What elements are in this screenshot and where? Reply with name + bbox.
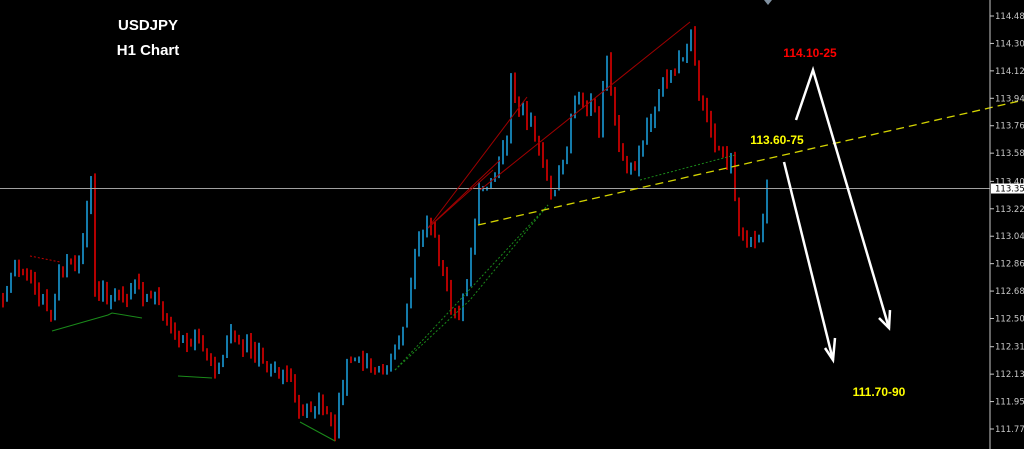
forecast-arrows: [782, 65, 892, 364]
axis-tick-label: 113.765: [995, 122, 1024, 132]
trendline-dashed: [477, 99, 1024, 226]
green-line: [177, 375, 213, 379]
bars-layer: [2, 26, 768, 442]
axis-tick-label: 112.135: [995, 370, 1024, 380]
current-price-label: 113.353: [995, 185, 1024, 195]
axis-tick-label: 112.315: [995, 343, 1024, 353]
axis-tick-label: 113.400: [995, 177, 1024, 187]
arrow-head-icon: [878, 309, 892, 331]
green-dotted-line: [639, 154, 736, 181]
axis-tick-label: 113.945: [995, 94, 1024, 104]
green-dotted-line: [394, 204, 549, 371]
axis-tick-label: 113.585: [995, 149, 1024, 159]
resistance-label: 113.60-75: [750, 133, 804, 147]
target-low-label: 111.70-90: [852, 385, 906, 399]
red-dotted-line: [29, 255, 61, 263]
axis-tick-label: 111.775: [995, 425, 1024, 435]
green-line: [299, 421, 336, 442]
arrow-up-then-down: [794, 65, 891, 329]
axis-tick-label: 114.305: [995, 39, 1024, 49]
current-price-box: [991, 183, 1024, 194]
axis-tick-label: 114.485: [995, 12, 1024, 22]
axis-tick-label: 113.040: [995, 232, 1024, 242]
target-high-label: 114.10-25: [783, 46, 837, 60]
drawn-lines: [29, 21, 1024, 442]
axis-tick-label: 111.955: [995, 398, 1024, 408]
green-line: [51, 312, 143, 332]
green-dotted-line: [394, 204, 549, 371]
chart-title: USDJPY: [117, 17, 179, 34]
axis-tick-label: 112.860: [995, 260, 1024, 270]
shift-marker-icon: [764, 0, 772, 5]
arrow-down: [782, 161, 835, 361]
price-axis: 114.485 114.305 114.125 113.945 113.765 113.5…: [990, 12, 1024, 435]
axis-tick-label: 114.125: [995, 67, 1024, 77]
red-fan-line: [479, 21, 691, 191]
red-fan-line: [427, 96, 528, 229]
axis-tick-label: 113.220: [995, 205, 1024, 215]
chart-subtitle: H1 Chart: [116, 42, 180, 59]
arrow-head-icon: [823, 337, 837, 364]
red-fan-line: [427, 169, 494, 229]
axis-tick-label: 112.680: [995, 287, 1024, 297]
axis-tick-label: 112.500: [995, 315, 1024, 325]
